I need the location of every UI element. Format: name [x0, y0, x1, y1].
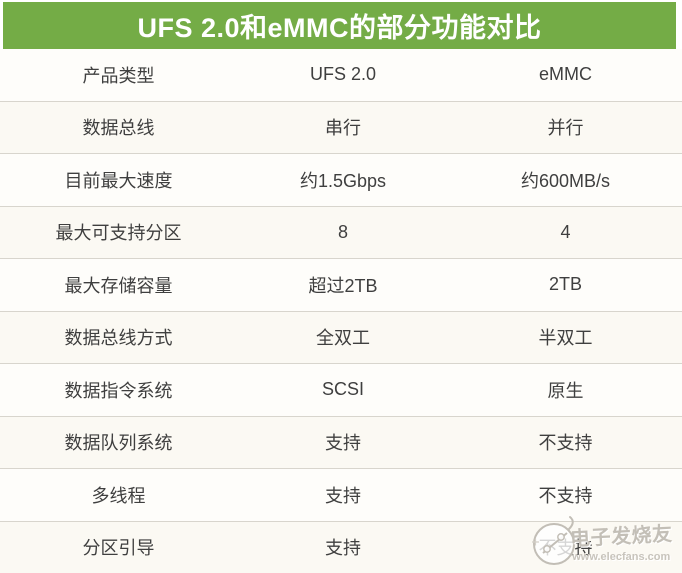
emmc-value: 不支持 — [538, 538, 593, 559]
ufs-value: 支持 — [325, 538, 361, 559]
table-row: 多线程 支持 不支持 — [0, 468, 682, 521]
emmc-value: eMMC — [539, 64, 592, 85]
row-label: 数据指令系统 — [64, 380, 173, 401]
table-row: 最大可支持分区 8 4 — [0, 205, 682, 258]
ufs-value: SCSI — [321, 379, 364, 400]
emmc-value: 约600MB/s — [520, 170, 611, 191]
table-row: 数据指令系统 SCSI 原生 — [0, 363, 682, 416]
emmc-value: 原生 — [547, 380, 584, 401]
ufs-value: 支持 — [325, 485, 361, 506]
emmc-value: 半双工 — [538, 328, 593, 349]
emmc-value: 不支持 — [538, 433, 593, 454]
table-row: 最大存储容量 超过2TB 2TB — [0, 258, 682, 311]
ufs-value: 约1.5Gbps — [299, 170, 387, 191]
row-label: 产品类型 — [82, 65, 155, 86]
ufs-value: 8 — [337, 221, 348, 242]
table-row: 数据总线 串行 并行 — [0, 100, 682, 153]
emmc-value: 2TB — [548, 274, 582, 295]
table-row: 分区引导 支持 不支持 — [0, 520, 682, 573]
ufs-value: UFS 2.0 — [309, 64, 377, 85]
row-label: 数据总线 — [82, 118, 155, 139]
emmc-value: 并行 — [547, 118, 584, 139]
table-row: 目前最大速度 约1.5Gbps 约600MB/s — [0, 153, 682, 206]
row-label: 数据队列系统 — [64, 433, 173, 454]
emmc-value: 不支持 — [538, 485, 593, 506]
table-row: 数据总线方式 全双工 半双工 — [0, 310, 682, 363]
emmc-value: 4 — [560, 221, 571, 242]
table-title-bar: UFS 2.0和eMMC的部分功能对比 — [3, 2, 676, 49]
ufs-value: 串行 — [325, 118, 361, 139]
row-label: 最大可支持分区 — [55, 223, 182, 244]
row-label: 最大存储容量 — [64, 275, 173, 296]
table-body: 产品类型 UFS 2.0 eMMC 数据总线 串行 并行 目前最大速度 约1.5… — [0, 49, 682, 573]
table-row: 数据队列系统 支持 不支持 — [0, 415, 682, 468]
ufs-value: 支持 — [325, 433, 361, 454]
row-label: 分区引导 — [82, 538, 155, 559]
ufs-value: 全双工 — [316, 328, 370, 349]
row-label: 数据总线方式 — [64, 328, 173, 349]
page-title: UFS 2.0和eMMC的部分功能对比 — [137, 13, 542, 43]
row-label: 目前最大速度 — [64, 170, 173, 191]
table-row: 产品类型 UFS 2.0 eMMC — [0, 49, 682, 101]
row-label: 多线程 — [91, 485, 146, 506]
ufs-value: 超过2TB — [308, 275, 378, 296]
